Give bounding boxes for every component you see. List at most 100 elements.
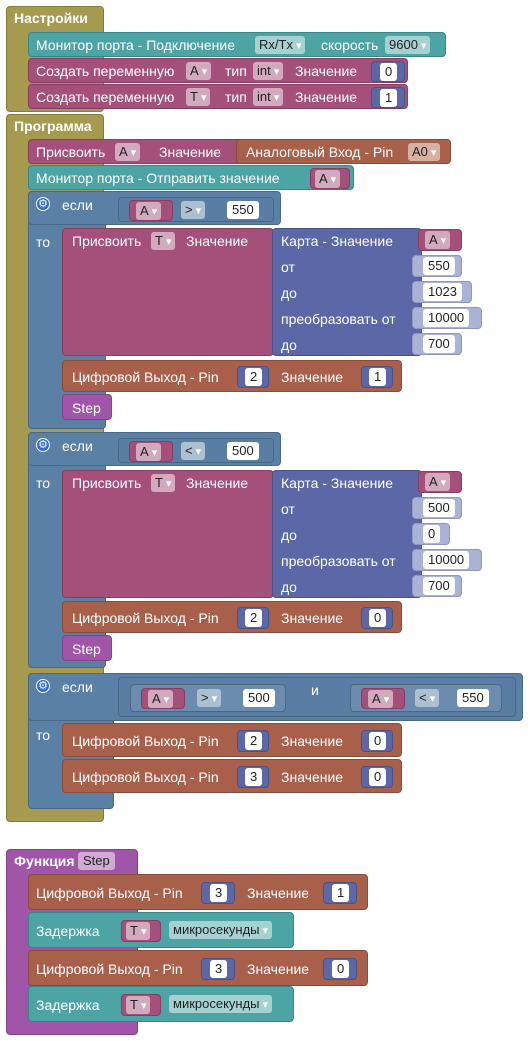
assign-value-label: Значение [186,233,249,249]
map-block[interactable]: Карта - Значение от до преобразовать от … [272,470,422,598]
digital-value-label: Значение [281,610,344,626]
value-field[interactable]: 0 [369,609,387,627]
analog-pin-dropdown[interactable]: A0 [408,143,441,161]
operator-dropdown[interactable]: > [197,689,222,707]
digital-out-block[interactable]: Цифровой Выход - Pin 2 Значение 0 [62,723,402,757]
var-dropdown[interactable]: A [148,690,174,708]
gear-icon[interactable]: ⚙ [36,197,50,211]
var-getter[interactable]: A [361,688,405,709]
number-field[interactable]: 550 [227,201,259,219]
gear-icon[interactable]: ⚙ [36,679,50,693]
speed-dropdown[interactable]: 9600 [385,36,431,54]
digital-out-block[interactable]: Цифровой Выход - Pin 3 Значение 1 [28,874,368,910]
number-field[interactable]: 10000 [423,309,470,327]
unit-dropdown[interactable]: микросекунды [169,921,273,939]
number-field[interactable]: 0 [423,525,441,543]
pin-field[interactable]: 3 [245,768,263,786]
var-dropdown[interactable]: A [368,690,394,708]
operator-dropdown[interactable]: < [181,442,206,460]
pin-field[interactable]: 2 [245,732,263,750]
var-getter[interactable]: A [129,200,173,221]
value-field[interactable]: 0 [369,732,387,750]
map-block[interactable]: Карта - Значение от до преобразовать от … [272,228,422,356]
assign-var-dropdown[interactable]: A [115,143,141,161]
number-field[interactable]: 500 [227,442,259,460]
number-field[interactable]: 500 [243,689,275,707]
var-name-dropdown[interactable]: A [186,62,212,80]
var-dropdown[interactable]: T [126,922,151,940]
serial-send-block[interactable]: Монитор порта - Отправить значение A [28,165,354,190]
number-socket: 1 [323,882,357,904]
analog-read-block[interactable]: Аналоговый Вход - Pin A0 [236,139,451,164]
number-field[interactable]: 1 [380,89,398,107]
var-dropdown[interactable]: A [425,231,451,249]
value-field[interactable]: 1 [369,368,387,386]
type-dropdown[interactable]: int [253,62,284,80]
number-field[interactable]: 10000 [423,551,470,569]
create-var-t-block[interactable]: Создать переменную T тип int Значение 1 [28,84,408,109]
var-dropdown[interactable]: A [136,202,162,220]
serial-connect-label: Монитор порта - Подключение [36,37,235,53]
var-getter[interactable]: A [418,229,462,251]
assign-var-dropdown[interactable]: T [151,232,176,250]
delay-block[interactable]: Задержка T микросекунды [28,912,294,948]
pin-field[interactable]: 3 [210,884,228,902]
serial-port-dropdown[interactable]: Rx/Tx [255,36,306,54]
var-getter[interactable]: A [310,168,350,189]
number-field[interactable]: 1023 [423,283,462,301]
operator-dropdown[interactable]: < [415,689,440,707]
var-getter[interactable]: T [121,920,161,942]
compare-block[interactable]: A > 500 [130,684,286,712]
var-dropdown[interactable]: T [126,996,151,1014]
number-field[interactable]: 550 [423,257,455,275]
var-getter[interactable]: A [141,688,185,709]
var-getter[interactable]: T [121,994,161,1016]
number-field[interactable]: 500 [423,499,455,517]
digital-value-label: Значение [281,369,344,385]
digital-out-block[interactable]: Цифровой Выход - Pin 2 Значение 1 [62,360,402,392]
var-name-dropdown[interactable]: T [186,88,211,106]
type-label: тип [225,63,247,79]
compare-block[interactable]: A < 500 [118,438,274,463]
number-field[interactable]: 0 [380,63,398,81]
assign-var-dropdown[interactable]: T [151,474,176,492]
digital-value-label: Значение [247,961,310,977]
type-dropdown[interactable]: int [253,88,284,106]
value-field[interactable]: 0 [369,768,387,786]
assign-a-block[interactable]: Присвоить A Значение [28,139,244,164]
compare-block[interactable]: A < 550 [350,684,502,712]
var-getter[interactable]: A [418,471,462,493]
value-field[interactable]: 0 [332,960,350,978]
var-dropdown[interactable]: A [425,473,451,491]
to-label: до [281,527,297,543]
digital-out-block[interactable]: Цифровой Выход - Pin 3 Значение 0 [62,759,402,793]
var-getter[interactable]: A [129,441,173,462]
digital-out-block[interactable]: Цифровой Выход - Pin 3 Значение 0 [28,950,368,986]
var-dropdown[interactable]: A [315,170,341,188]
pin-field[interactable]: 2 [245,609,263,627]
number-field[interactable]: 700 [423,577,455,595]
pin-field[interactable]: 3 [210,960,228,978]
serial-send-label: Монитор порта - Отправить значение [36,170,280,186]
number-socket: 3 [237,766,269,788]
step-call-block[interactable]: Step [62,635,112,661]
assign-t-block[interactable]: Присвоить T Значение [62,470,274,598]
digital-out-block[interactable]: Цифровой Выход - Pin 2 Значение 0 [62,601,402,633]
delay-block[interactable]: Задержка T микросекунды [28,986,294,1022]
assign-t-block[interactable]: Присвоить T Значение [62,228,274,356]
pin-field[interactable]: 2 [245,368,263,386]
gear-icon[interactable]: ⚙ [36,438,50,452]
function-name-field[interactable]: Step [78,852,115,870]
number-field[interactable]: 550 [457,689,489,707]
if-label: если [62,679,93,695]
number-field[interactable]: 700 [423,335,455,353]
create-var-a-block[interactable]: Создать переменную A тип int Значение 0 [28,58,408,83]
var-dropdown[interactable]: A [136,443,162,461]
unit-dropdown[interactable]: микросекунды [169,995,273,1013]
serial-connect-block[interactable]: Монитор порта - Подключение Rx/Tx скорос… [28,32,446,57]
operator-dropdown[interactable]: > [181,201,206,219]
step-call-label: Step [72,400,101,416]
step-call-block[interactable]: Step [62,394,112,420]
compare-block[interactable]: A > 550 [118,197,274,222]
value-field[interactable]: 1 [332,884,350,902]
